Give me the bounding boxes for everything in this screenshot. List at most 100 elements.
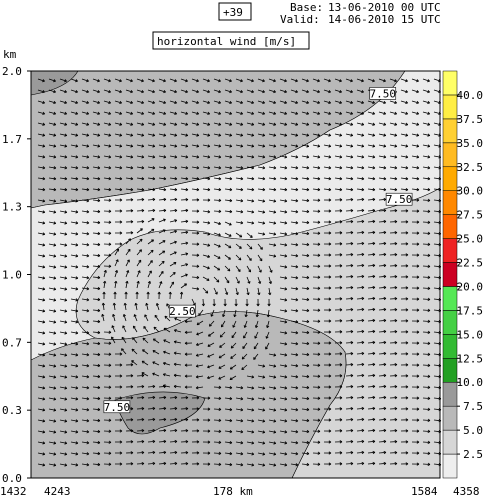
wind-arrow-head [306, 341, 310, 346]
wind-arrow [242, 342, 248, 349]
wind-arrow [268, 397, 276, 400]
wind-arrow-head [295, 243, 299, 247]
wind-arrow-head [405, 100, 409, 105]
wind-arrow [301, 210, 310, 213]
wind-arrow-head [306, 166, 310, 170]
wind-arrow-head [196, 220, 200, 224]
wind-arrow-head [306, 352, 310, 357]
wind-arrow-head [195, 386, 199, 390]
wind-arrow-head [394, 440, 398, 444]
wind-arrow [290, 100, 298, 104]
wind-arrow [367, 166, 375, 169]
wind-arrow-head [306, 100, 310, 105]
wind-arrow [224, 199, 232, 202]
wind-arrow-head [108, 374, 112, 378]
wind-arrow [169, 209, 178, 212]
wind-arrow-head [229, 440, 233, 445]
wind-arrow [147, 418, 156, 421]
wind-arrow [191, 100, 199, 104]
wind-arrow [59, 155, 67, 158]
wind-arrow-head [273, 397, 277, 401]
wind-arrow [268, 232, 276, 235]
wind-arrow-head [251, 90, 254, 94]
wind-arrow-head [259, 246, 263, 250]
wind-arrow [257, 276, 261, 284]
wind-arrow [356, 111, 364, 115]
wind-arrow [174, 352, 182, 355]
wind-arrow [301, 166, 309, 169]
wind-arrow-head [240, 133, 244, 137]
wind-arrow [136, 463, 145, 465]
wind-arrow-head [97, 100, 101, 105]
wind-arrow-head [207, 155, 211, 159]
wind-arrow-head [42, 122, 46, 126]
wind-arrow-head [361, 461, 365, 466]
wind-arrow-head [229, 209, 233, 214]
wind-arrow [125, 270, 129, 278]
wind-arrow [180, 274, 188, 278]
wind-arrow [158, 229, 166, 234]
wind-arrow-head [339, 100, 343, 105]
wind-arrow-head [339, 440, 343, 444]
wind-arrow [180, 89, 188, 93]
wind-arrow [114, 281, 117, 289]
wind-arrow-head [317, 242, 321, 246]
wind-arrow-head [328, 79, 331, 83]
wind-arrow [92, 441, 101, 444]
wind-arrow [301, 298, 310, 301]
wind-arrow [378, 275, 387, 278]
wind-arrow-head [361, 296, 365, 301]
wind-arrow-head [196, 264, 200, 268]
wind-arrow [356, 166, 364, 169]
wind-arrow-head [273, 430, 277, 434]
wind-arrow [180, 111, 188, 115]
wind-arrow [158, 188, 167, 191]
wind-arrow-head [174, 406, 178, 411]
wind-arrow-head [273, 452, 277, 456]
contour-region-top-dark [30, 70, 79, 96]
wind-arrow-head [218, 365, 222, 369]
wind-arrow-head [141, 396, 145, 400]
wind-arrow-head [427, 352, 431, 356]
wind-arrow-head [394, 111, 398, 115]
wind-arrow-head [416, 418, 420, 422]
wind-arrow [378, 286, 387, 289]
wind-arrow-head [126, 270, 130, 273]
wind-arrow-head [53, 177, 57, 181]
wind-arrow [48, 122, 56, 126]
wind-arrow [279, 331, 287, 334]
wind-arrow-head [152, 208, 156, 213]
wind-arrow-head [64, 375, 68, 379]
wind-arrow [169, 111, 177, 115]
wind-arrow [164, 315, 171, 322]
wind-arrow-head [240, 90, 243, 94]
contour-label: 2.50 [169, 305, 196, 318]
wind-arrow [81, 199, 89, 202]
wind-arrow [268, 276, 272, 284]
wind-arrow-head [372, 177, 376, 181]
wind-arrow-head [339, 286, 343, 290]
wind-arrow-head [317, 209, 321, 213]
wind-arrow [180, 188, 189, 191]
wind-arrow-head [225, 292, 229, 295]
wind-arrow [389, 133, 397, 136]
wind-arrow [158, 281, 162, 289]
wind-arrow-head [108, 79, 111, 83]
wind-arrow [70, 353, 78, 356]
wind-arrow-head [306, 407, 310, 412]
wind-arrow [367, 220, 376, 223]
wind-arrow-head [64, 155, 68, 159]
wind-arrow-head [361, 307, 365, 312]
wind-arrow [147, 89, 155, 93]
wind-arrow-head [427, 462, 431, 466]
wind-arrow-head [383, 307, 387, 312]
wind-arrow-head [242, 346, 246, 349]
wind-arrow-head [130, 385, 134, 389]
wind-arrow-head [416, 242, 420, 246]
wind-arrow-head [42, 419, 46, 423]
wind-arrow-head [229, 122, 233, 126]
wind-arrow [345, 210, 354, 212]
wind-arrow-head [273, 144, 277, 148]
wind-arrow-head [168, 291, 172, 295]
wind-arrow [378, 198, 387, 201]
